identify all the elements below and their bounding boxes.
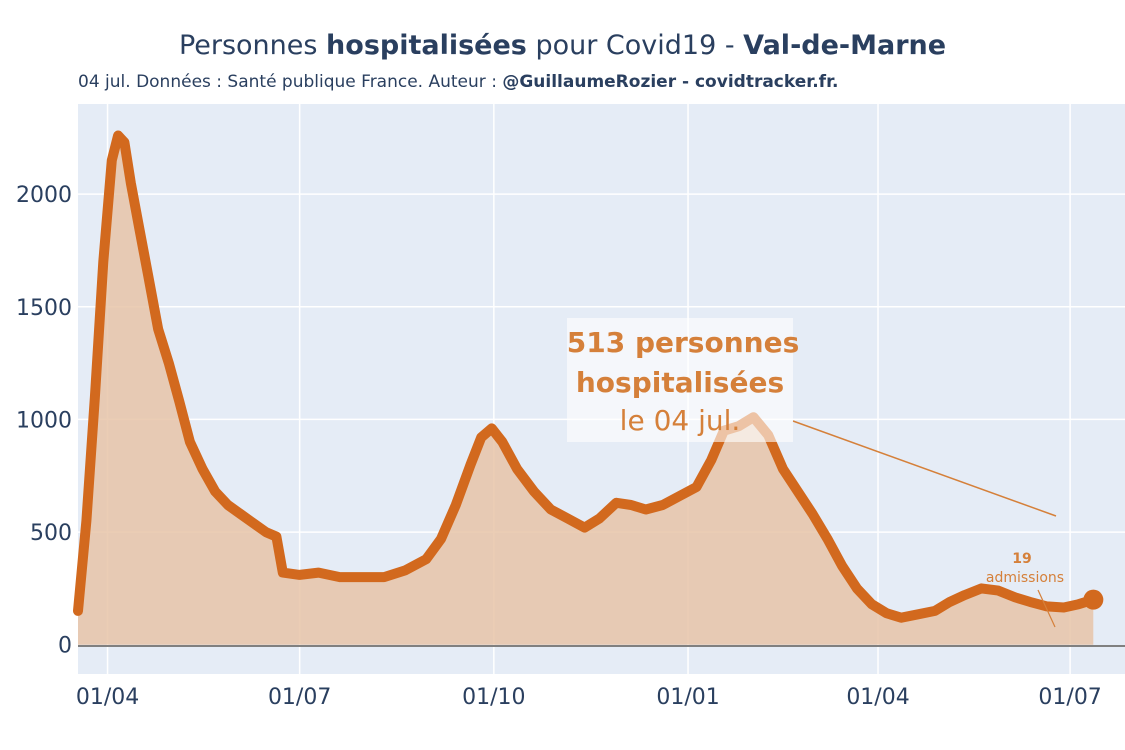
y-tick-label: 2000 — [16, 183, 72, 208]
annotation-line-3: le 04 jul. — [620, 404, 741, 437]
chart-title: Personnes hospitalisées pour Covid19 - V… — [0, 30, 1125, 61]
hospitalisations-line — [73, 130, 1099, 623]
y-tick-label: 1500 — [16, 296, 72, 321]
title-region: Val-de-Marne — [743, 30, 947, 61]
annotation-box — [567, 318, 793, 442]
x-tick-label: 01/04 — [846, 685, 909, 710]
y-tick-labels: 0 500 1000 1500 2000 — [16, 183, 72, 659]
subtitle-text: 04 jul. Données : Santé publique France.… — [78, 72, 503, 92]
y-tick-label: 500 — [30, 521, 72, 546]
x-tick-label: 01/04 — [76, 685, 139, 710]
admissions-value: 19 — [1012, 551, 1031, 567]
y-tick-label: 1000 — [16, 408, 72, 433]
title-text-1: Personnes — [178, 30, 327, 61]
admissions-connector — [1037, 589, 1056, 628]
chart-subtitle: 04 jul. Données : Santé publique France.… — [78, 72, 839, 92]
x-tick-label: 01/07 — [268, 685, 331, 710]
y-tick-label: 0 — [58, 634, 72, 659]
title-text-bold: hospitalisées — [326, 30, 527, 61]
x-tick-label: 01/01 — [656, 685, 719, 710]
annotation-line-1: 513 personnes — [567, 326, 799, 359]
x-tick-label: 01/10 — [462, 685, 525, 710]
title-text-2: pour Covid19 - — [526, 30, 744, 61]
x-tick-label: 01/07 — [1038, 685, 1101, 710]
x-tick-labels: 01/04 01/07 01/10 01/01 01/04 01/07 — [76, 685, 1102, 710]
subtitle-author: @GuillaumeRozier - covidtracker.fr. — [502, 72, 839, 92]
last-value-marker — [1083, 589, 1104, 610]
annotation-connector — [792, 420, 1057, 517]
annotation-line-2: hospitalisées — [576, 366, 784, 399]
admissions-label: admissions — [986, 570, 1064, 586]
